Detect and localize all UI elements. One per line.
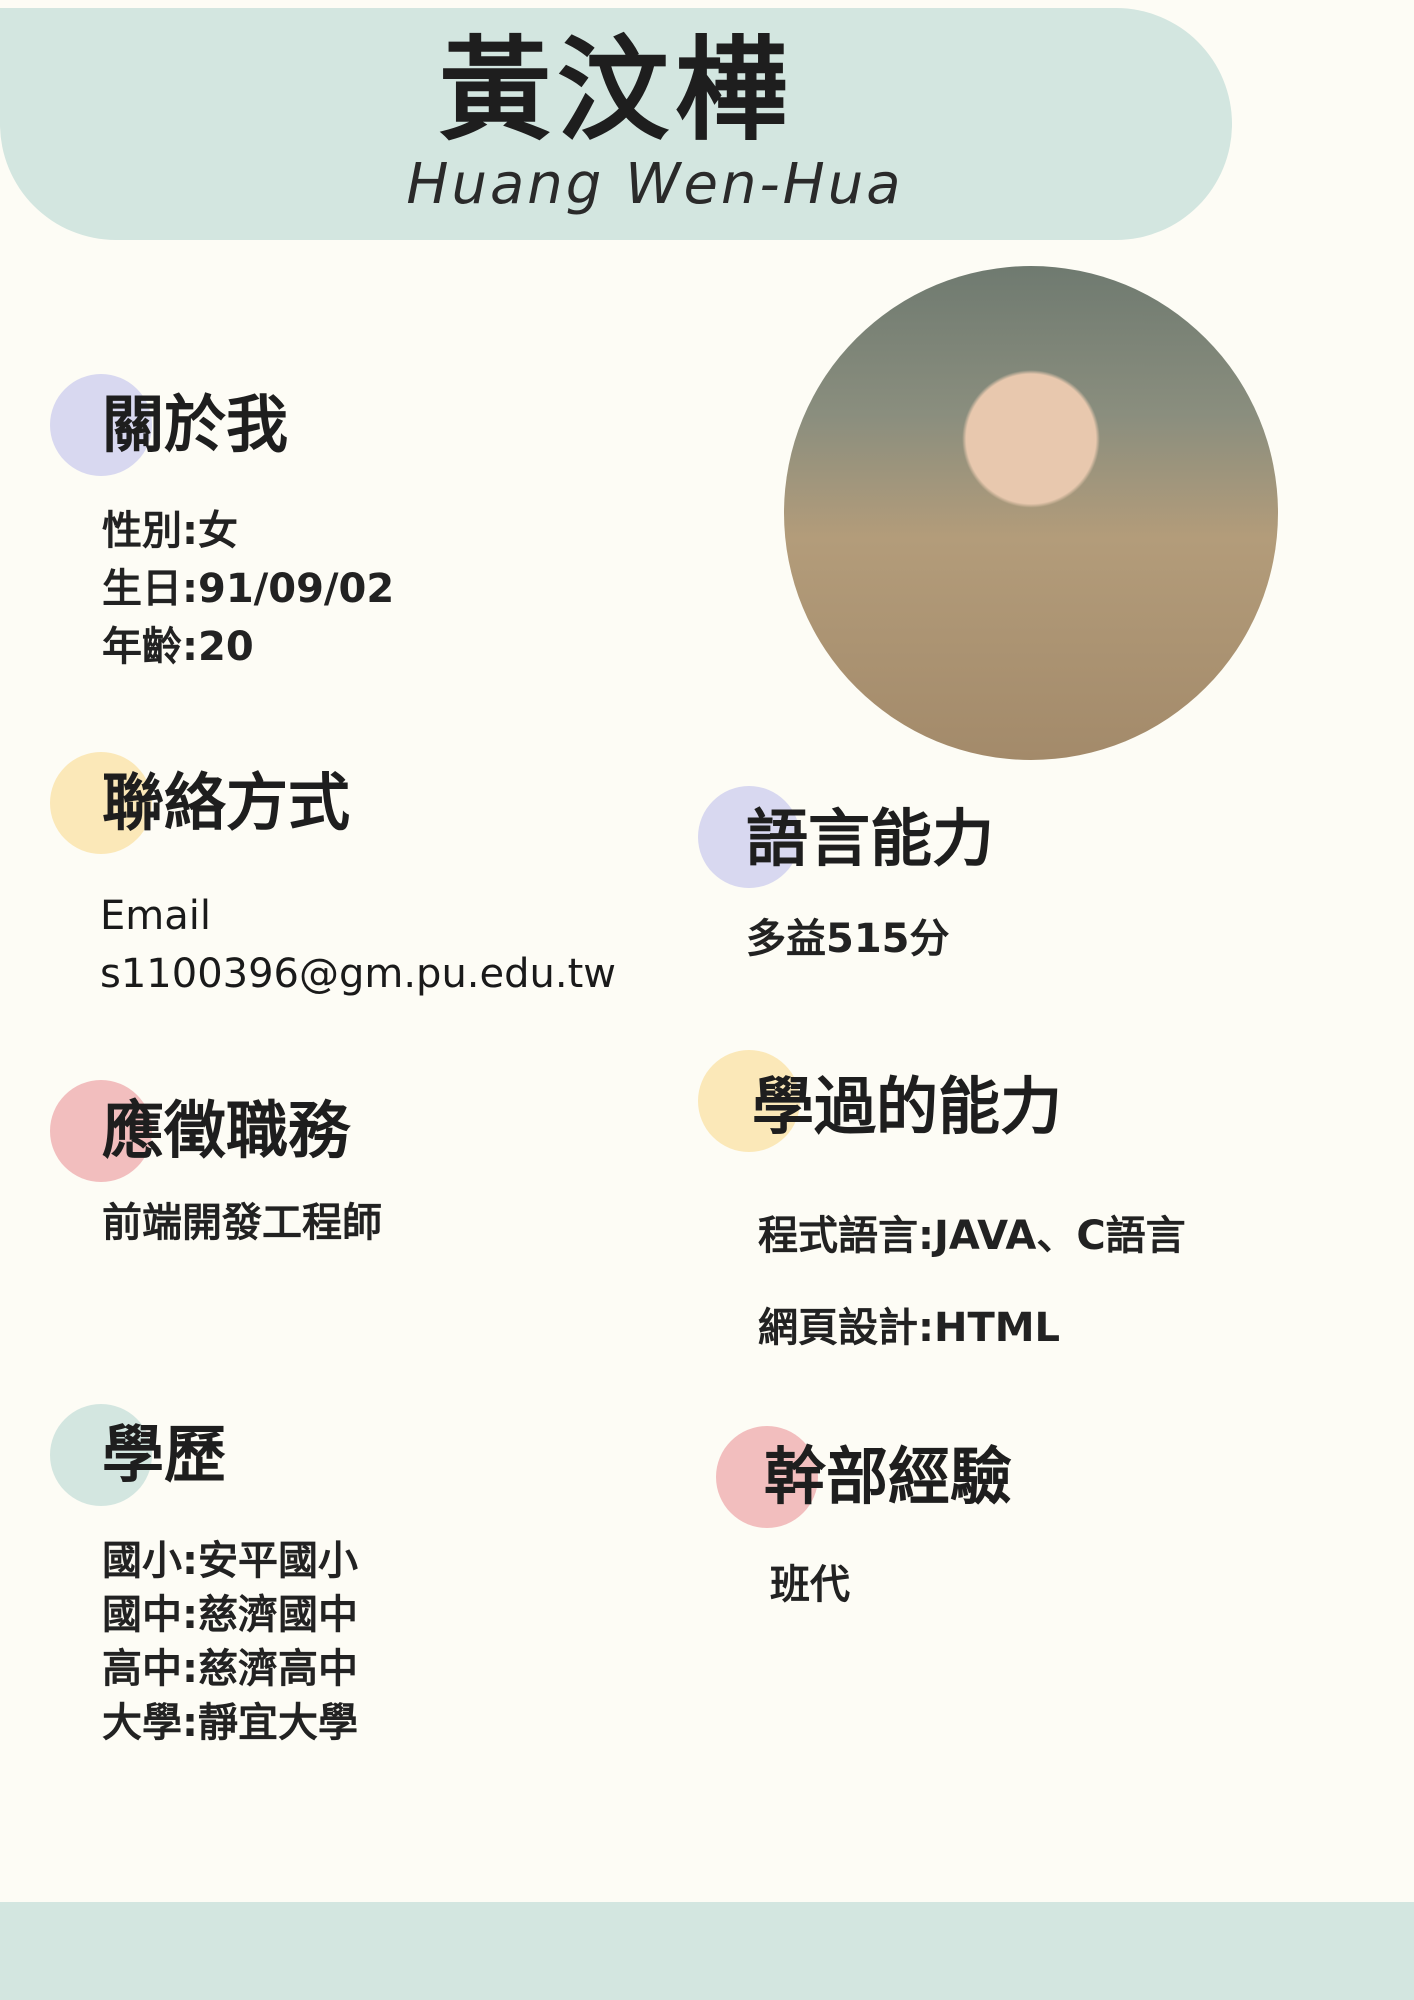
leadership-dot — [716, 1426, 818, 1528]
skills-details: 程式語言:JAVA、C語言 網頁設計:HTML — [758, 1190, 1186, 1374]
about-age: 年齡:20 — [102, 624, 254, 670]
language-dot — [698, 786, 800, 888]
skills-programming: 程式語言:JAVA、C語言 — [758, 1213, 1186, 1259]
education-university: 大學:靜宜大學 — [102, 1700, 358, 1746]
position-job: 前端開發工程師 — [102, 1200, 382, 1246]
leadership-details: 班代 — [770, 1556, 850, 1614]
skills-web-design: 網頁設計:HTML — [758, 1305, 1061, 1351]
header-banner — [0, 8, 1232, 240]
education-title: 學歷 — [102, 1418, 227, 1491]
name-chinese: 黃汶樺 — [439, 26, 793, 156]
contact-email: s1100396@gm.pu.edu.tw — [100, 951, 616, 997]
about-details: 性別:女 生日:91/09/02 年齡:20 — [102, 502, 394, 676]
about-dot — [50, 374, 152, 476]
contact-title: 聯絡方式 — [102, 766, 351, 839]
footer-band — [0, 1902, 1414, 2000]
name-english: Huang Wen-Hua — [406, 152, 904, 217]
profile-photo — [784, 266, 1278, 760]
skills-dot — [698, 1050, 800, 1152]
position-dot — [50, 1080, 152, 1182]
language-toeic: 多益515分 — [746, 916, 950, 962]
language-details: 多益515分 — [746, 910, 950, 968]
language-title: 語言能力 — [746, 802, 995, 875]
education-junior-high: 國中:慈濟國中 — [102, 1592, 358, 1638]
contact-dot — [50, 752, 152, 854]
position-details: 前端開發工程師 — [102, 1194, 382, 1252]
about-gender: 性別:女 — [102, 508, 238, 554]
education-dot — [50, 1404, 152, 1506]
education-elementary: 國小:安平國小 — [102, 1538, 358, 1584]
education-details: 國小:安平國小 國中:慈濟國中 高中:慈濟高中 大學:靜宜大學 — [102, 1534, 358, 1750]
contact-details: Email s1100396@gm.pu.edu.tw — [100, 887, 616, 1003]
contact-email-label: Email — [100, 893, 211, 939]
leadership-title: 幹部經驗 — [764, 1440, 1013, 1513]
position-title: 應徵職務 — [102, 1094, 351, 1167]
about-birthday: 生日:91/09/02 — [102, 566, 395, 612]
about-title: 關於我 — [102, 388, 289, 461]
education-senior-high: 高中:慈濟高中 — [102, 1646, 358, 1692]
leadership-role: 班代 — [770, 1562, 850, 1608]
skills-title: 學過的能力 — [752, 1070, 1063, 1143]
